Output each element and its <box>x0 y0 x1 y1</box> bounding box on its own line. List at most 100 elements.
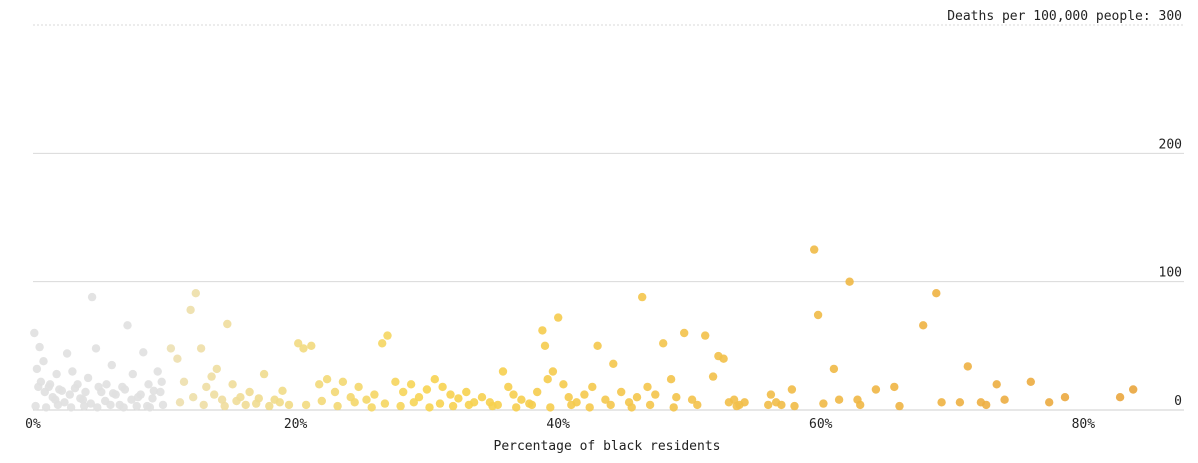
y-tick-label: 0 <box>1174 394 1182 409</box>
data-point <box>70 384 80 393</box>
data-point <box>245 387 254 397</box>
x-tick-labels: 0% 20% 40% 60% 80% <box>25 417 1095 432</box>
x-tick-label: 40% <box>546 417 570 432</box>
data-point <box>157 377 166 386</box>
data-point <box>91 344 101 353</box>
data-point <box>1115 393 1125 402</box>
data-point <box>708 372 718 381</box>
data-point <box>446 390 455 399</box>
data-point <box>179 377 189 386</box>
data-point <box>80 401 89 411</box>
data-point <box>588 382 597 392</box>
data-point <box>45 380 55 389</box>
data-point <box>834 395 844 404</box>
data-point <box>144 380 153 389</box>
data-point <box>517 395 526 404</box>
data-point <box>217 395 227 404</box>
data-point <box>391 377 400 386</box>
data-point <box>166 344 176 353</box>
data-point <box>191 289 200 298</box>
data-point <box>380 399 390 408</box>
data-point <box>766 390 776 399</box>
x-tick-label: 0% <box>25 417 41 432</box>
data-point <box>107 360 117 370</box>
data-point <box>81 387 90 397</box>
data-point <box>601 395 610 404</box>
y-gridlines <box>33 24 1184 411</box>
data-point <box>580 390 589 399</box>
data-point <box>567 400 576 410</box>
data-point <box>173 354 182 363</box>
data-point <box>764 400 773 410</box>
x-tick-label: 20% <box>284 417 308 432</box>
data-point <box>212 364 221 374</box>
data-point <box>559 380 568 389</box>
data-point <box>488 401 497 411</box>
data-point <box>189 393 198 402</box>
data-point <box>34 382 43 392</box>
data-point <box>30 328 39 338</box>
data-point <box>693 400 702 410</box>
data-point <box>265 401 274 411</box>
data-point <box>963 362 972 371</box>
data-point <box>383 331 392 340</box>
data-point <box>66 403 76 412</box>
data-point <box>895 401 904 411</box>
data-point <box>414 393 424 402</box>
data-point <box>1060 393 1070 402</box>
data-point <box>301 400 311 410</box>
data-point <box>919 321 928 330</box>
data-point <box>31 401 40 411</box>
data-point <box>52 369 61 379</box>
data-point <box>533 387 542 397</box>
data-points <box>30 245 1138 412</box>
data-point <box>609 359 618 368</box>
data-point <box>53 400 63 410</box>
data-point <box>932 289 941 298</box>
data-point <box>278 386 287 395</box>
data-point <box>68 367 77 376</box>
data-point <box>982 400 991 410</box>
data-point <box>228 380 237 389</box>
data-point <box>362 395 371 404</box>
data-point <box>617 387 626 397</box>
data-point <box>76 394 85 403</box>
data-point <box>585 403 594 412</box>
data-point <box>139 348 148 357</box>
data-point <box>687 395 697 404</box>
data-point <box>512 403 521 412</box>
data-point <box>370 390 379 399</box>
data-point <box>254 394 263 403</box>
data-point <box>540 341 550 350</box>
data-point <box>196 344 206 353</box>
data-point <box>93 403 102 412</box>
data-point <box>643 382 652 392</box>
data-point <box>86 399 96 408</box>
data-point <box>123 321 132 330</box>
data-point <box>149 386 158 395</box>
data-point <box>430 375 439 384</box>
data-point <box>350 398 359 407</box>
data-point <box>367 403 376 412</box>
data-point <box>119 403 128 412</box>
data-point <box>145 403 155 412</box>
data-point <box>464 400 474 410</box>
data-point <box>354 382 363 392</box>
data-point <box>223 319 232 329</box>
data-point <box>210 390 219 399</box>
data-point <box>307 341 316 350</box>
data-point <box>40 387 49 397</box>
data-point <box>102 380 111 389</box>
data-point <box>1045 398 1054 407</box>
data-point <box>106 400 115 410</box>
data-point <box>399 387 408 397</box>
data-point <box>856 400 865 410</box>
data-point <box>627 403 636 412</box>
data-point <box>202 382 211 392</box>
data-point <box>275 398 284 407</box>
data-point <box>156 387 165 397</box>
data-point <box>740 398 749 407</box>
data-point <box>39 357 48 366</box>
data-point <box>422 385 432 394</box>
